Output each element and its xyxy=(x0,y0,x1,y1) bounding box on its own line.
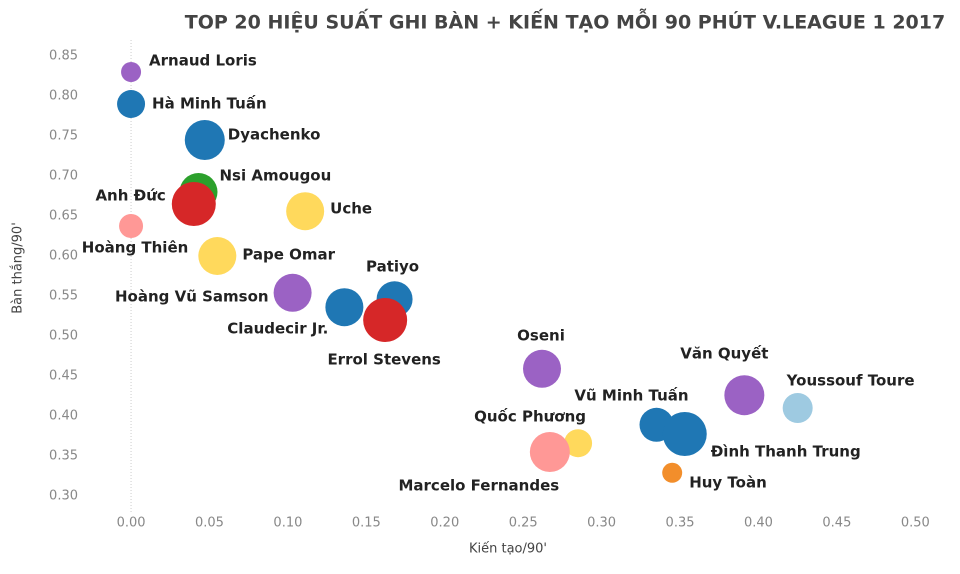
point-label: Hà Minh Tuấn xyxy=(152,95,267,113)
point-label: Hoàng Vũ Samson xyxy=(115,287,269,305)
point-label: Uche xyxy=(330,200,372,218)
x-tick-label: 0.20 xyxy=(430,516,459,531)
y-tick-label: 0.75 xyxy=(49,129,78,144)
x-tick-label: 0.40 xyxy=(744,516,773,531)
bubble xyxy=(662,462,683,483)
x-tick-label: 0.00 xyxy=(117,516,146,531)
bubble xyxy=(724,375,765,416)
bubble xyxy=(523,349,562,388)
point-label: Hoàng Thiên xyxy=(82,239,189,257)
bubble xyxy=(184,120,225,160)
point-label: Claudecir Jr. xyxy=(227,320,328,338)
point-label: Dyachenko xyxy=(228,126,321,144)
point-label: Patiyo xyxy=(366,258,419,276)
bubble xyxy=(286,192,325,231)
bubble xyxy=(325,288,364,327)
point-label: Đình Thanh Trung xyxy=(711,443,861,461)
x-tick-label: 0.10 xyxy=(273,516,302,531)
x-tick-label: 0.35 xyxy=(666,516,695,531)
bubble xyxy=(662,412,707,456)
x-tick-label: 0.05 xyxy=(195,516,224,531)
point-label: Errol Stevens xyxy=(327,351,440,369)
x-axis-title: Kiến tạo/90' xyxy=(469,542,547,557)
y-tick-label: 0.85 xyxy=(49,49,78,64)
point-label: Anh Đức xyxy=(95,187,165,205)
bubble xyxy=(564,429,593,458)
bubble xyxy=(198,237,237,275)
x-tick-label: 0.50 xyxy=(901,516,930,531)
x-tick-label: 0.15 xyxy=(352,516,381,531)
y-tick-label: 0.40 xyxy=(49,409,78,424)
y-tick-label: 0.45 xyxy=(49,369,78,384)
point-label: Oseni xyxy=(517,326,565,344)
point-label: Youssouf Toure xyxy=(786,372,915,390)
y-tick-label: 0.30 xyxy=(49,489,78,504)
point-label: Marcelo Fernandes xyxy=(398,477,559,495)
bubble xyxy=(119,214,144,238)
y-tick-label: 0.65 xyxy=(49,209,78,224)
bubble xyxy=(529,432,570,472)
x-tick-label: 0.25 xyxy=(509,516,538,531)
x-tick-label: 0.30 xyxy=(587,516,616,531)
bubble xyxy=(121,62,142,82)
y-tick-label: 0.80 xyxy=(49,89,78,104)
point-label: Vũ Minh Tuấn xyxy=(574,386,688,404)
point-label: Huy Toàn xyxy=(689,473,767,491)
y-tick-label: 0.70 xyxy=(49,169,78,184)
bubble xyxy=(363,298,408,342)
y-tick-label: 0.60 xyxy=(49,249,78,264)
chart-title: TOP 20 HIỆU SUẤT GHI BÀN + KIẾN TẠO MỖI … xyxy=(185,7,945,34)
point-label: Nsi Amougou xyxy=(220,167,332,185)
y-tick-label: 0.50 xyxy=(49,329,78,344)
bubble xyxy=(171,182,216,226)
bubble xyxy=(273,273,312,312)
y-axis-title: Bàn thắng/90' xyxy=(11,222,26,314)
y-tick-label: 0.55 xyxy=(49,289,78,304)
y-tick-label: 0.35 xyxy=(49,449,78,464)
point-label: Văn Quyết xyxy=(680,344,768,363)
point-label: Arnaud Loris xyxy=(149,52,257,70)
point-label: Pape Omar xyxy=(242,246,335,264)
point-label: Quốc Phương xyxy=(474,407,586,426)
bubble xyxy=(782,393,813,423)
bubble xyxy=(117,90,146,118)
x-tick-label: 0.45 xyxy=(822,516,851,531)
